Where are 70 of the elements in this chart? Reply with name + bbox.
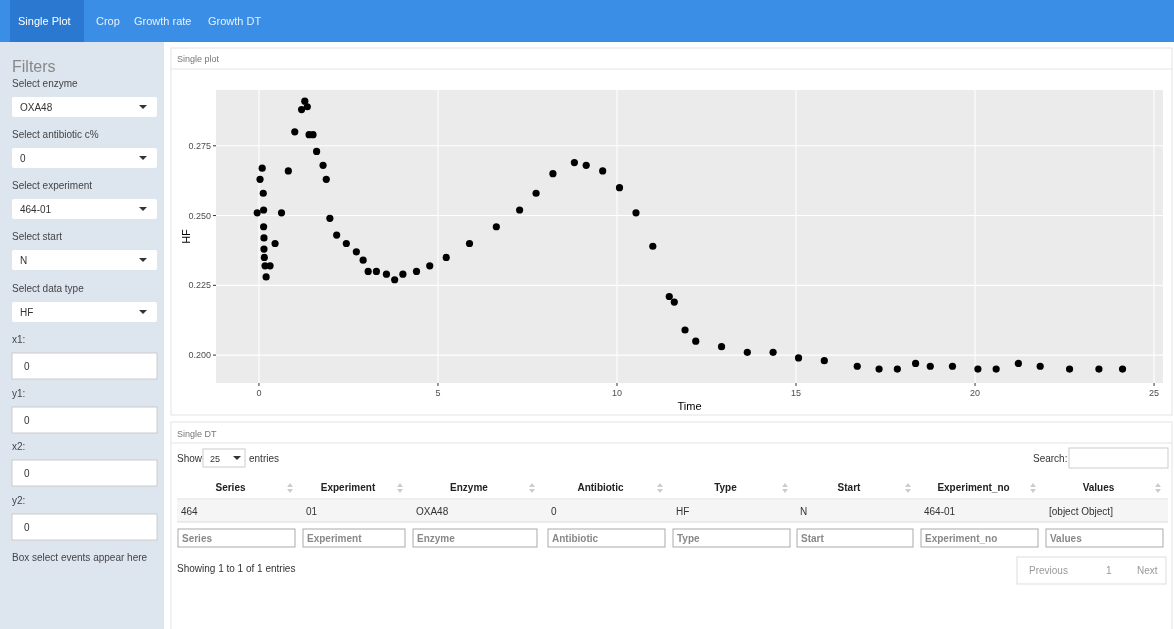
text: Experiment	[307, 533, 363, 544]
y-axis-title: HF	[180, 228, 192, 244]
x-tick-label: 5	[435, 388, 441, 398]
text: OXA48	[416, 506, 449, 517]
y-tick-label: 0.275	[188, 140, 211, 151]
text: Showing 1 to 1 of 1 entries	[177, 563, 296, 574]
text: Series	[215, 482, 246, 493]
text: Values	[1082, 482, 1115, 493]
text: Start	[801, 533, 825, 544]
text: 464-01	[924, 506, 956, 517]
text: Crop	[96, 15, 120, 27]
text: 0	[20, 153, 26, 164]
text: 25	[210, 454, 221, 464]
text: Filters	[12, 58, 56, 75]
text: Select data type	[12, 283, 85, 294]
text: Select start	[12, 231, 63, 242]
text: 0	[24, 468, 30, 479]
chart-title: Single plot	[177, 54, 220, 64]
text: 0	[24, 522, 30, 533]
text: 0	[551, 506, 557, 517]
text: Values	[1050, 533, 1083, 544]
text: N	[20, 255, 28, 266]
text: Previous	[1029, 565, 1068, 576]
text: Antibiotic	[552, 533, 599, 544]
text: [object Object]	[1049, 506, 1114, 517]
y-tick-label: 0.200	[188, 350, 211, 361]
text: Select experiment	[12, 180, 93, 191]
text: y2:	[12, 495, 26, 506]
x-tick-label: 25	[1149, 388, 1160, 398]
text: N	[800, 506, 808, 517]
text: Antibiotic	[577, 482, 624, 493]
text: Select enzyme	[12, 78, 79, 89]
text: 01	[306, 506, 318, 517]
text: Experiment_no	[937, 482, 1010, 493]
text: Experiment_no	[925, 533, 998, 544]
text: HF	[20, 307, 34, 318]
text: Enzyme	[417, 533, 456, 544]
x-tick-label: 10	[611, 388, 623, 398]
x-tick-label: 15	[791, 388, 802, 398]
text: 1	[1106, 565, 1112, 576]
y-tick-label: 0.225	[188, 280, 211, 291]
text: 0	[24, 361, 30, 372]
text: Show	[177, 453, 203, 464]
text: Box select events appear here	[12, 552, 148, 563]
text: Enzyme	[450, 482, 489, 493]
text: Single Plot	[18, 15, 71, 27]
x-tick-label: 20	[970, 388, 981, 398]
text: Growth rate	[134, 15, 192, 27]
text: y1:	[12, 388, 26, 399]
text: 464	[181, 506, 199, 517]
text: entries	[249, 453, 280, 464]
text: Type	[677, 533, 701, 544]
text: x1:	[12, 334, 26, 345]
text: x2:	[12, 441, 26, 452]
text: Next	[1137, 565, 1158, 576]
text: HF	[676, 506, 690, 517]
x-axis-title: Time	[677, 400, 702, 412]
text: Series	[182, 533, 213, 544]
text: OXA48	[20, 102, 53, 113]
text: Growth DT	[208, 15, 262, 27]
y-tick-label: 0.250	[188, 210, 211, 221]
text: Type	[714, 482, 738, 493]
text: Select antibiotic c%	[12, 129, 99, 140]
text: 464-01	[20, 204, 52, 215]
x-tick-label: 0	[256, 388, 262, 398]
text: Search:	[1033, 453, 1068, 464]
text: 0	[24, 415, 30, 426]
text: Experiment	[320, 482, 376, 493]
text: Start	[837, 482, 862, 493]
text: Single DT	[177, 429, 218, 439]
